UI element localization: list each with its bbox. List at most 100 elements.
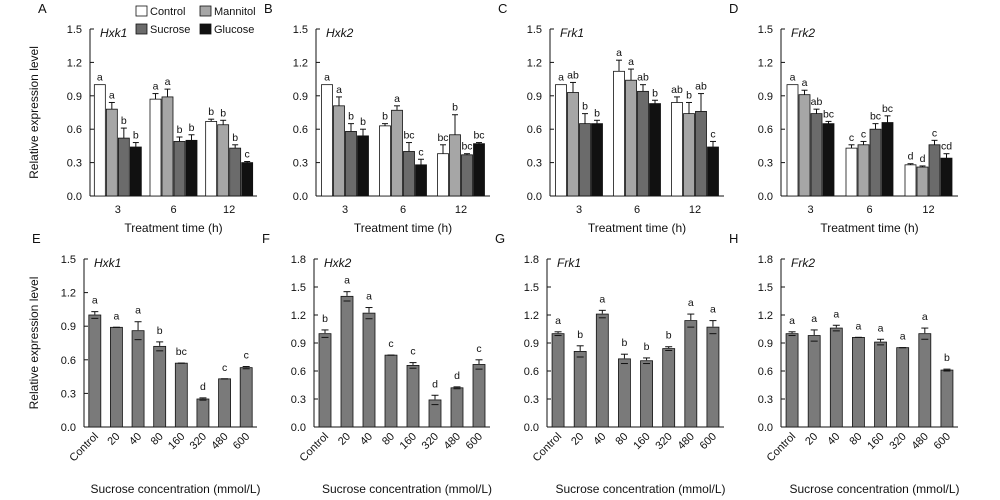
bar [161,96,174,197]
significance-letter: bc [882,103,893,115]
x-tick-label: 6 [400,204,406,216]
bar [345,131,357,197]
x-tick-label: 80 [149,431,166,448]
x-tick-label: 40 [358,431,375,448]
y-tick-label: 0.6 [524,366,539,378]
legend-swatch [199,5,212,17]
significance-letter: a [165,76,171,88]
y-tick-label: 1.8 [291,254,306,266]
significance-letter: b [594,107,600,119]
y-tick-label: 1.8 [758,254,773,266]
x-tick-label: Control [67,431,101,465]
significance-letter: ab [567,69,579,81]
x-axis-label: Treatment time (h) [820,221,918,235]
y-tick-label: 1.5 [293,24,308,36]
significance-letter: a [710,304,716,316]
y-tick-label: 0.6 [758,124,773,136]
bar [218,378,231,428]
bar [807,335,821,428]
bar [785,333,799,428]
bar [461,154,473,197]
significance-letter: b [177,124,183,136]
significance-letter: b [944,352,950,364]
bar [916,166,929,197]
panel-label: C [498,1,507,16]
bar [105,108,118,197]
significance-letter: c [245,148,250,160]
significance-letter: a [802,77,808,89]
panel-label: E [32,231,41,246]
bar [822,123,835,197]
y-tick-label: 0.0 [758,422,773,434]
x-tick-label: 80 [847,431,864,448]
gene-name: Frk1 [557,256,581,270]
panel-label: A [38,1,47,16]
y-tick-label: 1.2 [527,57,542,69]
x-tick-label: 320 [188,431,209,452]
y-tick-label: 0.6 [758,366,773,378]
significance-letter: b [348,111,354,123]
significance-letter: a [900,331,906,343]
x-tick-label: 480 [909,431,930,452]
x-tick-label: 20 [569,431,586,448]
y-tick-label: 0.9 [758,338,773,350]
significance-letter: ab [811,96,823,108]
x-tick-label: 160 [398,431,419,452]
significance-letter: ab [695,81,707,93]
significance-letter: b [232,132,238,144]
bar [217,124,230,197]
significance-letter: a [833,308,839,320]
bar [683,113,695,197]
significance-letter: b [208,106,214,118]
x-axis-label: Sucrose concentration (mmol/L) [90,482,260,496]
y-tick-label: 1.2 [61,288,76,300]
bar [567,92,579,197]
bar [241,162,254,197]
significance-letter: b [686,89,692,101]
bar [131,330,145,428]
bar [437,153,449,197]
y-tick-label: 0.0 [61,422,76,434]
significance-letter: a [628,56,634,68]
x-tick-label: 160 [631,431,652,452]
y-tick-label: 1.2 [524,310,539,322]
chart-panel-h: 0.0 0.3 0.6 0.9 1.2 1.5 1.8 H Frk2 a Control a 20 a 40… [729,231,960,496]
significance-letter: b [622,337,628,349]
legend-item-label: Sucrose [150,24,190,36]
gene-name: Hxk1 [94,256,121,270]
x-tick-label: 20 [105,431,122,448]
bar [196,398,210,428]
significance-letter: a [135,305,141,317]
bar [671,102,683,197]
bar [321,84,333,197]
bar [874,341,887,428]
gene-name: Hxk2 [324,256,352,270]
x-tick-label: 160 [865,431,886,452]
significance-letter: b [582,101,588,113]
bar [129,146,142,197]
x-tick-label: 600 [932,431,953,452]
significance-letter: c [932,127,937,139]
x-tick-label: 12 [223,204,235,216]
significance-letter: a [92,295,98,307]
y-tick-label: 0.9 [527,91,542,103]
bar [573,350,587,428]
x-axis-label: Sucrose concentration (mmol/L) [789,482,959,496]
y-tick-label: 1.5 [61,254,76,266]
significance-letter: b [652,87,658,99]
y-tick-label: 0.9 [524,338,539,350]
y-tick-label: 0.0 [67,191,82,203]
significance-letter: a [878,322,884,334]
y-tick-label: 0.3 [524,394,539,406]
y-tick-label: 0.3 [67,158,82,170]
y-tick-label: 0.9 [758,91,773,103]
y-tick-label: 0.3 [61,388,76,400]
significance-letter: c [222,362,227,374]
significance-letter: bc [461,141,472,153]
bar [318,333,332,428]
significance-letter: bc [437,132,448,144]
x-tick-label: 600 [464,431,485,452]
